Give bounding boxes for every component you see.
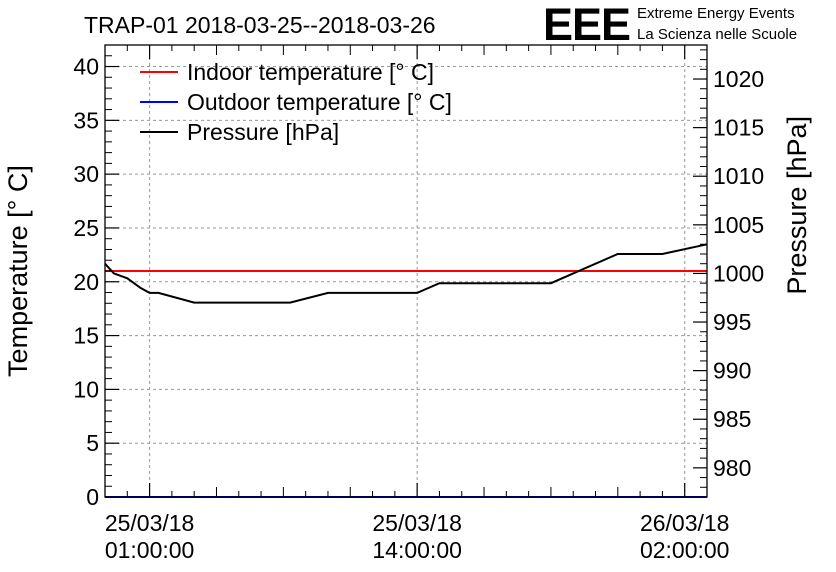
- x-tick-label-time: 02:00:00: [640, 537, 730, 563]
- x-tick-label-date: 25/03/18: [372, 510, 462, 536]
- y-tick-label: 0: [86, 484, 99, 510]
- x-tick-label-date: 25/03/18: [105, 510, 195, 536]
- legend-label: Indoor temperature [° C]: [187, 59, 434, 85]
- y-tick-label: 40: [73, 54, 99, 80]
- series-line-pressure: [104, 243, 708, 304]
- x-tick-label-time: 01:00:00: [105, 537, 195, 563]
- y2-axis-title: Pressure [hPa]: [782, 116, 812, 295]
- x-tick-label-time: 14:00:00: [372, 537, 462, 563]
- y2-tick-label: 990: [713, 358, 751, 384]
- y-tick-label: 15: [73, 323, 99, 349]
- y-tick-label: 5: [86, 430, 99, 456]
- x-tick-label-date: 26/03/18: [640, 510, 730, 536]
- y-tick-label: 25: [73, 215, 99, 241]
- y2-tick-label: 1015: [713, 115, 764, 141]
- legend-label: Pressure [hPa]: [187, 119, 339, 145]
- y-axis-left: 0 5 10 15 20 25 30 35 40: [73, 44, 119, 510]
- legend: Indoor temperature [° C] Outdoor temperat…: [140, 59, 452, 145]
- x-axis: 25/03/1801:00:0025/03/1814:00:0026/03/18…: [104, 45, 730, 563]
- y2-tick-label: 995: [713, 309, 751, 335]
- y2-tick-label: 1000: [713, 260, 764, 286]
- logo-line-2: La Scienza nelle Scuole: [637, 26, 797, 43]
- logo-line-1: Extreme Energy Events: [637, 5, 795, 22]
- y2-tick-label: 1020: [713, 66, 764, 92]
- y-tick-label: 20: [73, 269, 99, 295]
- y2-tick-label: 985: [713, 406, 751, 432]
- y-axis-right: 980 985 990 995 1000 1005 1010 1015 1020: [693, 49, 764, 498]
- logo-mark: EEE: [543, 0, 630, 50]
- chart-title: TRAP-01 2018-03-25--2018-03-26: [84, 12, 436, 38]
- legend-label: Outdoor temperature [° C]: [187, 89, 452, 115]
- y-tick-label: 35: [73, 107, 99, 133]
- y2-tick-label: 1010: [713, 163, 764, 189]
- y-tick-label: 10: [73, 376, 99, 402]
- experiment-logo: EEE Extreme Energy Events La Scienza nel…: [543, 0, 797, 50]
- y-axis-title: Temperature [° C]: [3, 165, 33, 377]
- y-tick-label: 30: [73, 161, 99, 187]
- y2-tick-label: 1005: [713, 212, 764, 238]
- y2-tick-label: 980: [713, 455, 751, 481]
